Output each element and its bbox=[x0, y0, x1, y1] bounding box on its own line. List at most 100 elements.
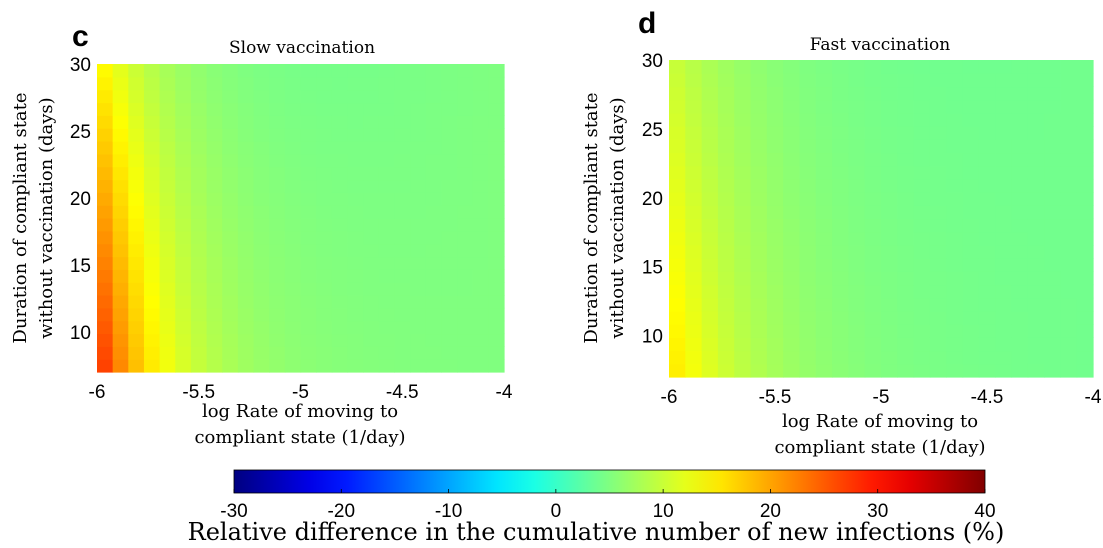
heatmap-cell bbox=[750, 218, 768, 233]
heatmap-cell bbox=[978, 73, 996, 88]
y-axis-label-d-line1: Duration of compliant state bbox=[581, 92, 602, 343]
heatmap-cell bbox=[488, 230, 505, 245]
heatmap-cell bbox=[237, 282, 255, 296]
heatmap-cell bbox=[363, 115, 380, 129]
heatmap-cell bbox=[685, 363, 703, 378]
heatmap-cell bbox=[1044, 244, 1061, 259]
heatmap-cell bbox=[472, 282, 489, 296]
heatmap-cell bbox=[734, 139, 752, 154]
heatmap-cell bbox=[701, 165, 719, 180]
heatmap-cell bbox=[750, 192, 768, 206]
heatmap-cell bbox=[143, 179, 161, 193]
heatmap-cell bbox=[799, 218, 817, 233]
heatmap-cell bbox=[143, 205, 161, 219]
heatmap-cell bbox=[237, 76, 255, 91]
heatmap-cell bbox=[206, 282, 223, 296]
heatmap-cell bbox=[457, 166, 474, 181]
heatmap-cell bbox=[848, 112, 866, 127]
heatmap-cell bbox=[783, 297, 801, 312]
heatmap-cell bbox=[946, 258, 964, 272]
heatmap-cell bbox=[175, 307, 192, 322]
heatmap-cell bbox=[425, 128, 442, 142]
heatmap-cell bbox=[425, 64, 442, 78]
heatmap-cell bbox=[1011, 60, 1029, 74]
heatmap-cell bbox=[441, 179, 458, 193]
heatmap-cell bbox=[1076, 73, 1094, 88]
heatmap-cell bbox=[864, 192, 882, 206]
heatmap-cell bbox=[331, 205, 349, 219]
heatmap-cell bbox=[929, 165, 947, 180]
heatmap-cell bbox=[457, 64, 474, 78]
heatmap-cell bbox=[881, 297, 898, 312]
heatmap-cell bbox=[206, 359, 223, 373]
heatmap-cell bbox=[1027, 152, 1045, 167]
heatmap-cell bbox=[378, 153, 396, 168]
heatmap-cell bbox=[995, 60, 1013, 74]
heatmap-cell bbox=[1060, 126, 1078, 140]
heatmap-cell bbox=[962, 139, 980, 154]
heatmap-cell bbox=[881, 152, 898, 167]
heatmap-cell bbox=[685, 126, 703, 140]
heatmap-cell bbox=[347, 269, 364, 283]
heatmap-cell bbox=[190, 346, 208, 360]
heatmap-cell bbox=[701, 73, 719, 88]
heatmap-cell bbox=[685, 99, 703, 114]
heatmap-cell bbox=[206, 320, 223, 335]
heatmap-cell bbox=[112, 115, 129, 129]
heatmap-cell bbox=[347, 205, 364, 219]
heatmap-cell bbox=[783, 86, 801, 101]
heatmap-cell bbox=[331, 141, 349, 155]
heatmap-cell bbox=[206, 153, 223, 168]
heatmap-cell bbox=[488, 346, 505, 360]
heatmap-cell bbox=[472, 218, 489, 232]
heatmap-cell bbox=[1011, 244, 1029, 259]
heatmap-cell bbox=[253, 282, 270, 296]
heatmap-cell bbox=[441, 141, 458, 155]
heatmap-cell bbox=[897, 60, 915, 74]
heatmap-cell bbox=[237, 205, 255, 219]
heatmap-cell bbox=[300, 295, 317, 309]
heatmap-cell bbox=[701, 244, 719, 259]
heatmap-cell bbox=[347, 76, 364, 91]
heatmap-cell bbox=[128, 282, 145, 296]
heatmap-cell bbox=[128, 218, 145, 232]
heatmap-cell bbox=[881, 244, 898, 259]
heatmap-cell bbox=[206, 243, 223, 258]
heatmap-cell bbox=[717, 86, 735, 101]
heatmap-cell bbox=[347, 128, 364, 142]
heatmap-cell bbox=[316, 359, 333, 373]
heatmap-cell bbox=[881, 271, 898, 286]
heatmap-cell bbox=[253, 179, 270, 193]
heatmap-cell bbox=[962, 218, 980, 233]
heatmap-cell bbox=[331, 76, 349, 91]
heatmap-cell bbox=[881, 350, 898, 365]
heatmap-cell bbox=[331, 64, 349, 78]
heatmap-cell bbox=[734, 112, 752, 127]
heatmap-cell bbox=[143, 256, 161, 270]
heatmap-cell bbox=[783, 218, 801, 233]
heatmap-cell bbox=[284, 192, 302, 206]
heatmap-cell bbox=[1044, 86, 1061, 101]
heatmap-cell bbox=[175, 269, 192, 283]
heatmap-cell bbox=[1060, 350, 1078, 365]
heatmap-cell bbox=[378, 230, 396, 245]
heatmap-cell bbox=[832, 258, 849, 272]
heatmap-cell bbox=[190, 76, 208, 91]
heatmap-cell bbox=[766, 310, 784, 325]
heatmap-cell bbox=[347, 333, 364, 347]
heatmap-cell bbox=[159, 333, 176, 347]
heatmap-cell bbox=[237, 192, 255, 206]
heatmap-cell bbox=[284, 320, 302, 335]
heatmap-cell bbox=[897, 244, 915, 259]
heatmap-cell bbox=[441, 243, 458, 258]
heatmap-cell bbox=[143, 346, 161, 360]
heatmap-cell bbox=[222, 359, 239, 373]
heatmap-cell bbox=[190, 128, 208, 142]
heatmap-cell bbox=[1076, 258, 1094, 272]
heatmap-cell bbox=[237, 320, 255, 335]
heatmap-cell bbox=[316, 295, 333, 309]
heatmap-cell bbox=[1011, 165, 1029, 180]
heatmap-cell bbox=[222, 218, 239, 232]
heatmap-cell bbox=[1060, 205, 1078, 220]
heatmap-cell bbox=[253, 359, 270, 373]
